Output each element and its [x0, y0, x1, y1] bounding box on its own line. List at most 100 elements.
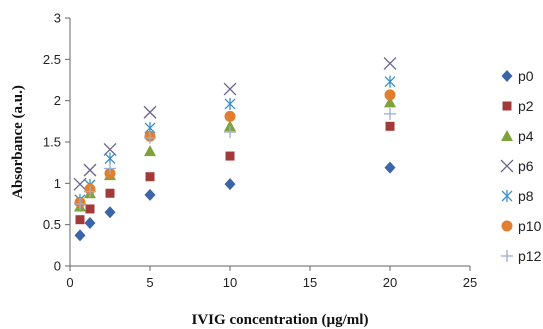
- square-shape: [145, 172, 155, 182]
- x-tick-label: 25: [463, 275, 477, 290]
- legend-label: p8: [518, 188, 534, 204]
- x-tick-label: 5: [146, 275, 153, 290]
- data-point-p12: [384, 107, 396, 120]
- data-point-p0: [144, 188, 156, 201]
- legend-item-p4: p4: [501, 128, 534, 144]
- data-point-p6: [383, 57, 397, 70]
- y-tick-label: 0: [54, 259, 61, 274]
- data-points: [73, 57, 397, 242]
- x-stroke: [500, 159, 514, 173]
- legend-item-p12: p12: [501, 248, 542, 264]
- legend-item-p10: p10: [501, 218, 542, 234]
- x-tick-label: 10: [223, 275, 237, 290]
- diamond-shape: [74, 229, 86, 242]
- data-point-p12: [144, 131, 156, 144]
- data-point-p6: [143, 105, 157, 119]
- data-point-p8: [384, 75, 396, 88]
- legend-marker: [501, 70, 513, 82]
- diamond-shape: [84, 217, 96, 230]
- x-tick-label: 0: [66, 275, 73, 290]
- legend-label: p4: [518, 128, 534, 144]
- x-tick-label: 20: [383, 275, 397, 290]
- legend-marker: [500, 159, 514, 173]
- data-point-p6: [223, 82, 237, 96]
- x-stroke: [103, 142, 117, 156]
- legend-item-p0: p0: [501, 68, 534, 84]
- legend-marker: [501, 190, 513, 202]
- x-stroke: [73, 177, 87, 191]
- legend-item-p2: p2: [502, 98, 534, 114]
- square-shape: [75, 215, 85, 225]
- legend-item-p6: p6: [500, 158, 534, 174]
- x-stroke: [383, 57, 397, 70]
- data-point-p12: [104, 162, 116, 175]
- legend-marker: [501, 130, 513, 141]
- legend-label: p2: [518, 98, 534, 114]
- data-point-p2: [85, 204, 95, 214]
- y-tick-label: 1: [54, 176, 61, 191]
- data-point-p0: [104, 206, 116, 219]
- square-shape: [105, 188, 115, 198]
- x-stroke: [83, 163, 97, 177]
- triangle-shape: [384, 96, 396, 108]
- x-stroke: [223, 82, 237, 96]
- data-point-p4: [384, 96, 396, 108]
- circle-shape: [224, 110, 236, 122]
- data-point-p12: [74, 198, 86, 210]
- data-point-p0: [224, 178, 236, 191]
- x-tick-label: 15: [303, 275, 317, 290]
- data-point-p6: [103, 142, 117, 156]
- axes: [65, 17, 471, 271]
- legend-marker: [501, 220, 513, 232]
- data-point-p12: [224, 126, 236, 139]
- diamond-shape: [501, 70, 513, 82]
- data-point-p12: [84, 185, 96, 198]
- legend-label: p12: [518, 248, 542, 264]
- triangle-shape: [224, 120, 236, 132]
- legend-marker: [502, 101, 512, 111]
- data-point-p2: [385, 121, 395, 131]
- legend-item-p8: p8: [501, 188, 534, 204]
- legend-label: p10: [518, 218, 542, 234]
- data-point-p2: [145, 172, 155, 182]
- data-point-p2: [75, 215, 85, 225]
- y-tick-label: 1.5: [43, 135, 61, 150]
- diamond-shape: [384, 161, 396, 174]
- data-point-p10: [224, 110, 236, 122]
- data-point-p0: [74, 229, 86, 242]
- legend-label: p0: [518, 68, 534, 84]
- square-shape: [225, 151, 235, 161]
- legend-label: p6: [518, 158, 534, 174]
- data-point-p0: [384, 161, 396, 174]
- data-point-p4: [144, 145, 156, 157]
- square-shape: [85, 204, 95, 214]
- square-shape: [502, 101, 512, 111]
- legend-marker: [501, 250, 513, 262]
- y-tick-label: 0.5: [43, 217, 61, 232]
- data-point-p6: [73, 177, 87, 191]
- square-shape: [385, 121, 395, 131]
- legend: p0 p2 p4 p6 p8 p10 p12: [500, 68, 542, 264]
- data-point-p4: [224, 120, 236, 132]
- data-point-p2: [225, 151, 235, 161]
- circle-shape: [501, 220, 513, 232]
- tick-labels: 0 0.5 1 1.5 2 2.5 3 0 5 10 15 20 25: [43, 11, 477, 291]
- y-tick-label: 2: [54, 93, 61, 108]
- circle-shape: [384, 89, 396, 101]
- data-point-p6: [83, 163, 97, 177]
- y-axis-title: Absorbance (a.u.): [10, 85, 26, 199]
- diamond-shape: [144, 188, 156, 201]
- x-axis-title: IVIG concentration (µg/ml): [192, 312, 369, 328]
- diamond-shape: [104, 206, 116, 219]
- triangle-shape: [144, 145, 156, 157]
- triangle-shape: [501, 130, 513, 141]
- y-tick-label: 2.5: [43, 52, 61, 67]
- data-point-p2: [105, 188, 115, 198]
- data-point-p8: [224, 97, 236, 110]
- data-point-p0: [84, 217, 96, 230]
- x-stroke: [143, 105, 157, 119]
- y-tick-label: 3: [54, 11, 61, 26]
- data-point-p10: [384, 89, 396, 101]
- diamond-shape: [224, 178, 236, 191]
